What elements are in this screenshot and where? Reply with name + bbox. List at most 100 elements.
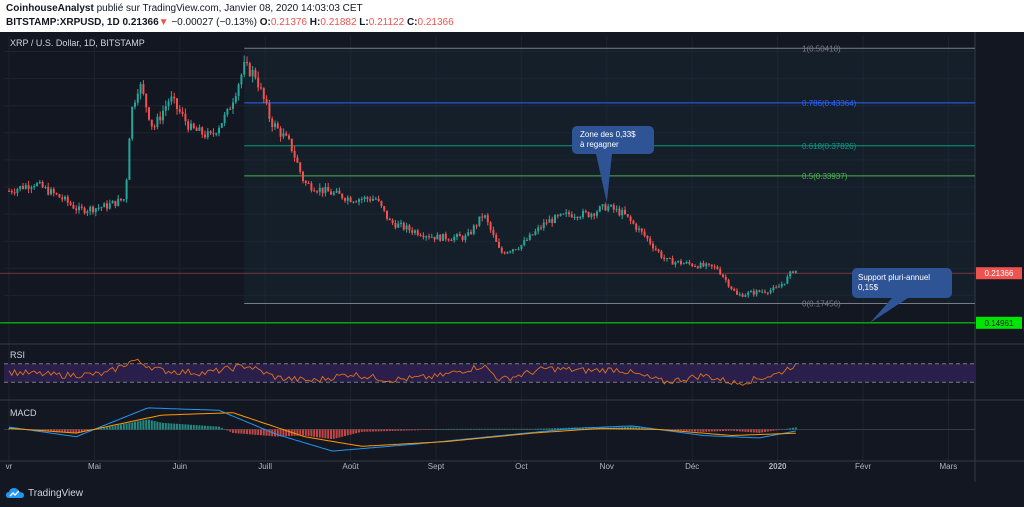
candle-body — [80, 206, 83, 208]
candle-body — [719, 269, 722, 275]
candle-body — [363, 197, 366, 199]
candle-body — [671, 258, 674, 265]
candle-body — [755, 290, 758, 295]
candle-body — [97, 207, 100, 209]
macd-histogram-bar — [167, 423, 170, 430]
candle-body — [498, 241, 500, 248]
macd-histogram-bar — [117, 425, 120, 430]
candle-body — [229, 108, 232, 110]
macd-histogram-bar — [741, 429, 744, 432]
candle-body — [587, 212, 590, 218]
macd-histogram-bar — [61, 429, 64, 433]
candle-body — [310, 183, 313, 191]
candle-body — [470, 232, 472, 234]
macd-histogram-bar — [783, 429, 786, 430]
candle-body — [187, 121, 190, 130]
candle-body — [24, 185, 27, 189]
candle-body — [64, 196, 66, 200]
author-name[interactable]: CoinhouseAnalyst — [6, 3, 94, 14]
candle-body — [554, 215, 556, 224]
macd-histogram-bar — [383, 429, 386, 432]
candle-body — [41, 181, 44, 188]
macd-histogram-bar — [125, 423, 128, 430]
time-axis-label: Mai — [88, 462, 101, 471]
annotations[interactable]: Zone des 0,33$à regagner Support pluri-an… — [572, 126, 952, 323]
candle-body — [761, 291, 764, 293]
candle-body — [307, 183, 310, 185]
rsi-band — [4, 363, 975, 383]
macd-histogram-bar — [136, 421, 139, 430]
candle-body — [456, 234, 458, 237]
candle-body — [218, 127, 220, 134]
candle-body — [682, 263, 685, 265]
macd-histogram-bar — [52, 429, 55, 432]
candle-body — [198, 127, 201, 131]
macd-histogram-bar — [747, 429, 750, 433]
candle-body — [352, 201, 355, 203]
macd-histogram-bar — [251, 429, 254, 435]
macd-histogram-bar — [64, 429, 66, 433]
footer-bar — [0, 482, 1024, 507]
macd-histogram-bar — [327, 429, 330, 439]
candle-body — [680, 260, 682, 265]
macd-histogram-bar — [582, 427, 584, 430]
callout-box — [852, 268, 952, 298]
high-value: 0.21882 — [320, 17, 357, 28]
macd-histogram-bar — [453, 428, 456, 430]
candle-body — [120, 198, 122, 201]
candle-body — [610, 204, 612, 207]
candle-body — [327, 186, 330, 192]
macd-histogram-bar — [713, 429, 716, 432]
macd-histogram-bar — [288, 429, 290, 437]
published-text: publié sur TradingView.com, Janvier 08, … — [96, 3, 363, 14]
brand-name: TradingView — [28, 487, 84, 499]
candle-body — [397, 223, 400, 228]
candle-body — [534, 231, 537, 235]
macd-histogram-bar — [761, 429, 764, 433]
macd-histogram-bar — [559, 427, 562, 430]
candle-body — [262, 88, 265, 100]
candle-body — [324, 186, 327, 194]
macd-histogram-bar — [442, 429, 444, 430]
time-axis[interactable]: vr Mai Juin Juill Août Sept Oct Nov Déc 2020 Févr M… — [6, 462, 958, 471]
macd-histogram-bar — [461, 428, 464, 430]
macd-histogram-bar — [204, 425, 206, 430]
candle-body — [643, 231, 646, 236]
candle-body — [722, 274, 724, 277]
candle-body — [47, 186, 50, 195]
candle-body — [458, 234, 461, 237]
candle-body — [478, 216, 481, 226]
candle-body — [391, 220, 394, 223]
macd-histogram-bar — [433, 429, 436, 430]
candle-body — [579, 217, 582, 219]
candle-body — [584, 210, 587, 213]
candle-body — [450, 240, 453, 242]
macd-title: MACD — [10, 408, 37, 418]
macd-histogram-bar — [162, 422, 164, 430]
macd-histogram-bar — [296, 429, 299, 436]
macd-histogram-bar — [108, 426, 111, 430]
candle-body — [302, 171, 304, 181]
macd-histogram-bar — [394, 429, 397, 431]
macd-histogram-bar — [332, 429, 335, 439]
macd-histogram-bar — [335, 429, 338, 439]
price-chart[interactable]: 1(0.50418) 0.786(0.43364) 0.618(0.37826) 0.… — [0, 32, 1024, 482]
candle-body — [184, 113, 187, 122]
candle-body — [509, 251, 512, 253]
fib-level-label: 0(0.17456) — [802, 299, 841, 308]
macd-histogram-bar — [545, 428, 548, 430]
candle-body — [542, 222, 545, 229]
macd-histogram-bar — [360, 429, 363, 432]
candle-body — [366, 197, 369, 199]
candle-body — [86, 211, 89, 214]
macd-histogram-bar — [489, 428, 492, 430]
macd-histogram-bar — [366, 429, 369, 432]
candle-body — [540, 227, 542, 229]
macd-histogram-bar — [190, 424, 192, 430]
macd-histogram-bar — [66, 429, 69, 433]
macd-histogram-bar — [47, 429, 50, 432]
macd-histogram-bar — [738, 429, 741, 432]
macd-histogram-bar — [758, 429, 761, 433]
candle-body — [372, 198, 374, 201]
tradingview-logo[interactable]: TradingView — [6, 487, 83, 499]
